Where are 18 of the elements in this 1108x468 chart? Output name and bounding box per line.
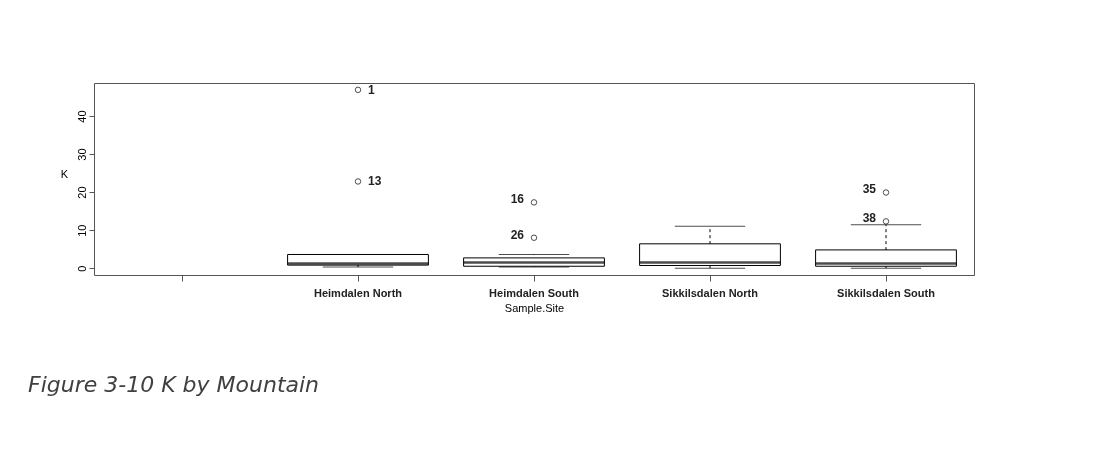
x-tick-label: Sikkilsdalen South	[837, 286, 936, 299]
x-tick-label: Heimdalen North	[313, 286, 403, 299]
annotation: 13	[368, 174, 382, 189]
y-axis-title: K	[60, 167, 69, 180]
annotation: 16	[510, 192, 525, 207]
x-tick-label: Sikkilsdalen North	[662, 286, 759, 299]
annotation: 35	[862, 182, 877, 197]
y-tick-label: 30	[75, 148, 88, 161]
annotation: 1	[368, 82, 375, 97]
y-tick-label: 0	[75, 265, 88, 272]
caption: Figure 3-10 K by Mountain	[28, 372, 320, 397]
y-tick-label: 20	[75, 186, 88, 199]
annotation: 26	[510, 227, 525, 242]
x-axis-title: Sample.Site	[504, 301, 565, 314]
x-tick-label: Heimdalen South	[489, 286, 580, 299]
annotation: 38	[862, 211, 877, 226]
y-tick-label: 10	[75, 224, 88, 237]
y-tick-label: 40	[75, 110, 88, 123]
